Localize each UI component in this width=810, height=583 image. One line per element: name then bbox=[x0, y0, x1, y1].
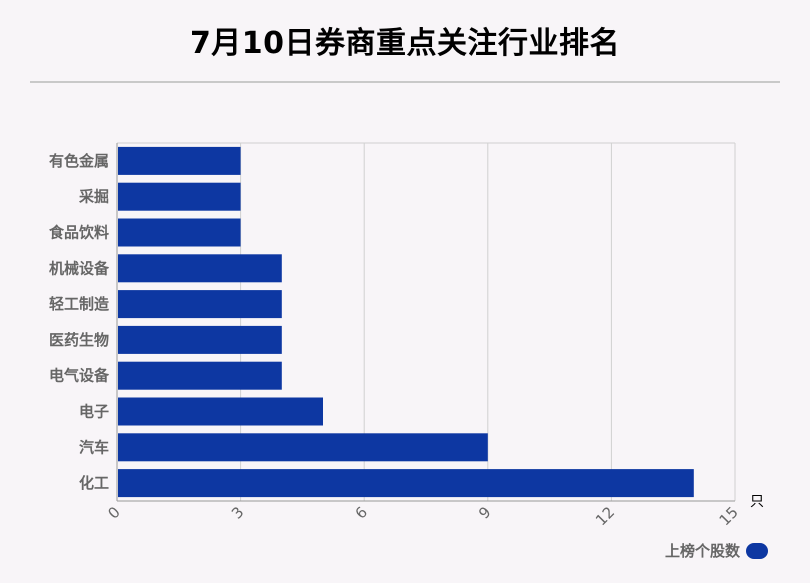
bar-4 bbox=[118, 290, 282, 319]
x-unit-label: 只 bbox=[750, 494, 764, 510]
x-tick-label-5: 15 bbox=[716, 503, 742, 529]
bar-2 bbox=[118, 218, 241, 247]
bar-9 bbox=[118, 469, 694, 498]
chart-title: 7月10日券商重点关注行业排名 bbox=[189, 26, 621, 61]
legend-label: 上榜个股数 bbox=[664, 542, 740, 560]
legend[interactable]: 上榜个股数 bbox=[665, 540, 768, 561]
bar-7 bbox=[118, 397, 323, 426]
category-label-7: 电子 bbox=[79, 403, 109, 421]
x-tick-label-0: 0 bbox=[104, 503, 123, 522]
legend-swatch bbox=[746, 542, 768, 559]
category-label-0: 有色金属 bbox=[49, 152, 109, 170]
category-label-2: 食品饮料 bbox=[49, 224, 109, 242]
bar-3 bbox=[118, 254, 282, 283]
category-label-9: 化工 bbox=[79, 474, 109, 492]
x-tick-label-3: 9 bbox=[475, 503, 494, 522]
category-label-5: 医药生物 bbox=[49, 331, 109, 349]
bar-series bbox=[118, 146, 694, 498]
bar-6 bbox=[118, 361, 282, 390]
bar-1 bbox=[118, 182, 241, 211]
bar-5 bbox=[118, 325, 282, 354]
x-tick-labels: 0 3 6 9 12 15 bbox=[104, 503, 741, 529]
x-tick-label-1: 3 bbox=[228, 503, 247, 522]
category-label-4: 轻工制造 bbox=[49, 295, 109, 313]
bar-8 bbox=[118, 433, 488, 462]
x-tick-label-2: 6 bbox=[352, 503, 371, 522]
category-label-8: 汽车 bbox=[79, 438, 109, 456]
title-divider bbox=[30, 81, 780, 83]
category-label-3: 机械设备 bbox=[49, 259, 110, 277]
bar-0 bbox=[118, 146, 241, 175]
category-label-1: 采掘 bbox=[78, 188, 109, 206]
category-label-6: 电气设备 bbox=[49, 367, 110, 385]
x-tick-label-4: 12 bbox=[592, 503, 618, 529]
